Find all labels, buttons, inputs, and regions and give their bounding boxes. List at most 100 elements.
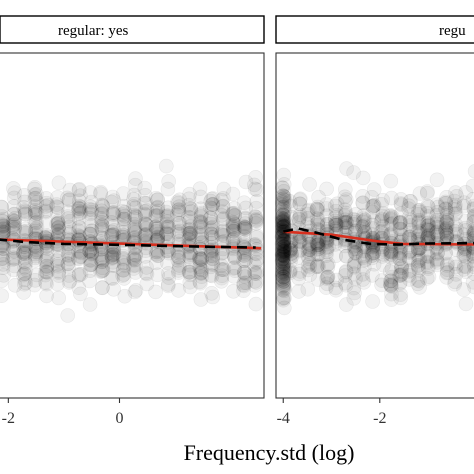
- data-point: [276, 233, 292, 248]
- data-point: [149, 224, 164, 239]
- data-point: [192, 181, 208, 196]
- data-point: [225, 219, 241, 235]
- data-point: [95, 198, 110, 214]
- data-point: [401, 201, 416, 216]
- data-point: [150, 248, 166, 264]
- data-point: [225, 221, 241, 237]
- data-point: [94, 197, 110, 213]
- data-point: [137, 195, 152, 211]
- data-point: [50, 200, 65, 215]
- data-point: [137, 180, 152, 196]
- data-point: [62, 219, 77, 235]
- data-point: [249, 264, 265, 280]
- data-point: [276, 214, 292, 230]
- data-point: [60, 211, 76, 226]
- data-point: [16, 245, 31, 260]
- data-point: [394, 227, 409, 243]
- data-point: [127, 211, 143, 226]
- data-point: [6, 214, 21, 229]
- data-point: [346, 290, 362, 306]
- data-point: [292, 192, 308, 207]
- data-point: [248, 255, 264, 270]
- data-point: [161, 219, 176, 234]
- data-point: [39, 258, 55, 274]
- data-point: [106, 227, 121, 242]
- data-point: [0, 218, 11, 233]
- data-point: [274, 229, 290, 244]
- data-point: [276, 211, 292, 227]
- data-point: [319, 270, 335, 285]
- data-point: [61, 192, 77, 208]
- data-point: [38, 254, 53, 269]
- data-point: [337, 208, 353, 224]
- data-point: [205, 191, 221, 206]
- data-point: [192, 252, 207, 268]
- data-point: [170, 243, 185, 259]
- data-point: [238, 222, 253, 237]
- data-point: [402, 209, 417, 224]
- data-point: [309, 259, 325, 274]
- data-point: [84, 194, 99, 210]
- data-point: [183, 257, 198, 273]
- data-point: [412, 203, 428, 218]
- data-point: [337, 214, 353, 230]
- data-point: [276, 247, 292, 263]
- data-point: [214, 193, 229, 208]
- data-point: [181, 222, 196, 238]
- data-point: [117, 288, 133, 304]
- data-point: [320, 269, 336, 285]
- data-point: [27, 180, 43, 195]
- data-point: [248, 216, 264, 231]
- data-point: [94, 211, 109, 226]
- data-point: [95, 280, 110, 296]
- x-ticks-regular-no: -4 -2: [277, 398, 386, 427]
- data-point: [7, 211, 23, 226]
- data-point: [17, 266, 33, 281]
- data-point: [319, 271, 334, 286]
- data-point: [292, 207, 308, 223]
- data-point: [182, 279, 198, 295]
- data-point: [71, 211, 87, 226]
- data-point: [327, 198, 343, 214]
- data-point: [276, 236, 292, 252]
- data-point: [94, 218, 110, 234]
- data-point: [94, 247, 109, 262]
- data-point: [329, 218, 345, 233]
- data-point: [17, 272, 33, 288]
- data-point: [203, 259, 219, 275]
- data-point: [183, 219, 198, 234]
- data-point: [95, 262, 111, 278]
- data-point: [338, 192, 354, 207]
- data-point: [150, 199, 166, 215]
- strip-regular-yes: [0, 15, 265, 44]
- strip-label-regular-no: regu: [439, 23, 466, 39]
- data-point: [39, 288, 54, 304]
- data-point: [355, 272, 371, 287]
- data-point: [149, 218, 164, 233]
- data-point: [159, 226, 174, 241]
- data-point: [150, 267, 165, 283]
- data-point: [82, 226, 97, 242]
- data-point: [149, 221, 164, 237]
- data-point: [276, 189, 291, 204]
- data-point: [138, 249, 153, 264]
- data-point: [291, 234, 307, 249]
- data-point: [365, 248, 381, 263]
- data-point: [150, 192, 165, 208]
- data-point: [171, 199, 187, 214]
- data-point: [50, 276, 65, 292]
- data-point: [282, 243, 298, 259]
- data-point: [171, 204, 187, 220]
- data-point: [276, 244, 292, 259]
- data-point: [94, 250, 110, 266]
- data-point: [384, 244, 400, 260]
- data-point: [282, 234, 298, 250]
- data-point: [411, 234, 427, 250]
- data-point: [384, 292, 399, 307]
- data-point: [105, 219, 121, 234]
- data-point: [420, 255, 435, 271]
- data-point: [62, 251, 77, 267]
- data-point: [82, 243, 97, 259]
- data-point: [94, 254, 109, 270]
- panel-border-left: [0, 52, 265, 399]
